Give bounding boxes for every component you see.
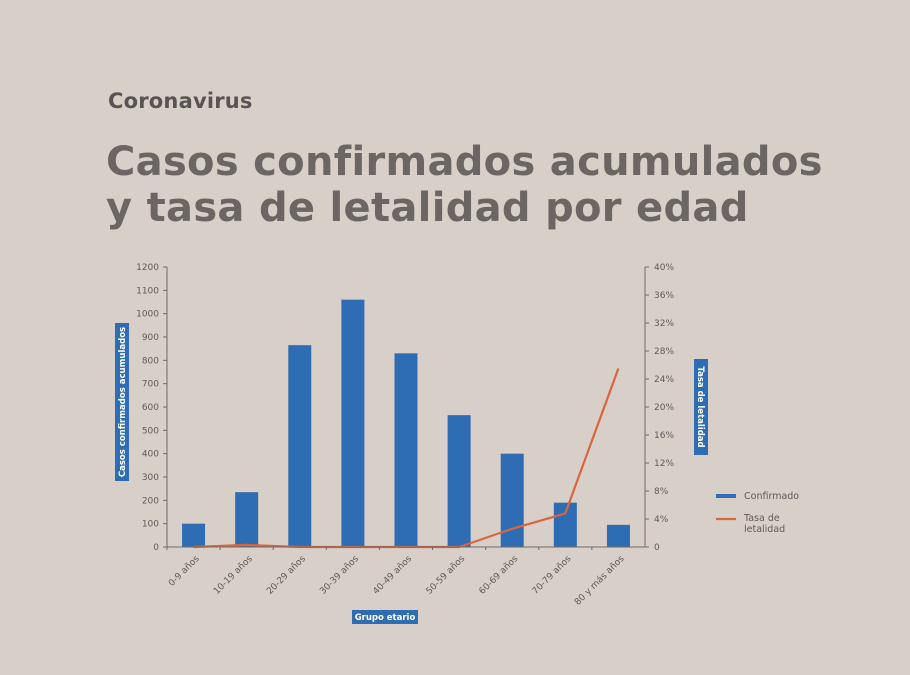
bar-50-59-años (447, 415, 471, 547)
right-tick-label: 4% (654, 515, 669, 525)
right-tick-label: 28% (654, 347, 674, 357)
bar-40-49-años (394, 353, 418, 547)
right-tick-label: 12% (654, 459, 674, 469)
x-axis-title: Grupo etario (355, 613, 416, 623)
y2-axis-title-tag: Tasa de letalidad (694, 359, 708, 455)
left-tick-label: 0 (153, 543, 159, 553)
x-axis-ticks: 0-9 años 10-19 años 20-29 años 30-39 años 40… (166, 547, 627, 608)
bar-20-29-años (288, 345, 312, 547)
left-tick-label: 200 (142, 496, 159, 506)
left-tick-label: 1200 (136, 263, 159, 273)
left-tick-label: 1000 (136, 310, 159, 320)
left-tick-label: 1100 (136, 286, 159, 296)
brand-label: Coronavirus (108, 89, 253, 113)
x-tick-label: 10-19 años (212, 554, 255, 597)
bar-30-39-años (341, 299, 365, 547)
x-tick-label: 60-69 años (478, 554, 521, 597)
right-axis-ticks: 0 4% 8% 12% 16% 20% 24% 28% 32% 36% 40% (645, 263, 674, 553)
left-axis-ticks: 0 100 200 300 400 500 600 700 800 900 1000 1100 1200 (136, 263, 167, 553)
left-tick-label: 100 (142, 520, 159, 530)
x-tick-label: 30-39 años (318, 554, 361, 597)
bar-0-9-años (182, 523, 206, 547)
y2-axis-title-box (694, 359, 708, 455)
y-axis-title-box (115, 323, 129, 481)
left-tick-label: 800 (142, 356, 159, 366)
left-tick-label: 400 (142, 450, 159, 460)
title-line-2: y tasa de letalidad por edad (106, 185, 749, 231)
page-title: Casos confirmados acumulados y tasa de l… (106, 139, 823, 231)
right-tick-label: 20% (654, 403, 674, 413)
left-tick-label: 500 (142, 426, 159, 436)
left-tick-label: 600 (142, 403, 159, 413)
chart-legend: Confirmado Tasa de letalidad (716, 491, 799, 535)
x-tick-label: 80 y más años (573, 554, 627, 608)
title-line-1: Casos confirmados acumulados (106, 139, 823, 185)
left-tick-label: 900 (142, 333, 159, 343)
x-tick-label: 70-79 años (531, 554, 574, 597)
bar-10-19-años (235, 492, 259, 547)
axis-title-tags: Casos confirmados acumulados Tasa de leta… (115, 323, 708, 624)
y-axis-title-tag: Casos confirmados acumulados (115, 323, 129, 481)
x-tick-label: 40-49 años (371, 554, 414, 597)
x-axis-title-box (352, 610, 418, 624)
legend-swatch-confirmado (716, 494, 736, 498)
x-tick-label: 50-59 años (424, 554, 467, 597)
right-tick-label: 36% (654, 291, 674, 301)
y-axis-title: Casos confirmados acumulados (118, 327, 128, 477)
right-tick-label: 32% (654, 319, 674, 329)
bar-80-y-más-años (606, 524, 630, 547)
legend-label-confirmado: Confirmado (744, 491, 799, 502)
bar-60-69-años (500, 453, 524, 547)
bar-series (182, 299, 630, 547)
right-tick-label: 0 (654, 543, 660, 553)
left-tick-label: 300 (142, 473, 159, 483)
right-tick-label: 40% (654, 263, 674, 273)
right-tick-label: 24% (654, 375, 674, 385)
x-tick-label: 20-29 años (265, 554, 308, 597)
y2-axis-title: Tasa de letalidad (695, 366, 705, 447)
left-tick-label: 700 (142, 380, 159, 390)
right-tick-label: 16% (654, 431, 674, 441)
legend-label-letalidad: Tasa de letalidad (743, 513, 785, 535)
x-tick-label: 0-9 años (167, 554, 202, 589)
bar-70-79-años (553, 502, 577, 547)
right-tick-label: 8% (654, 487, 669, 497)
